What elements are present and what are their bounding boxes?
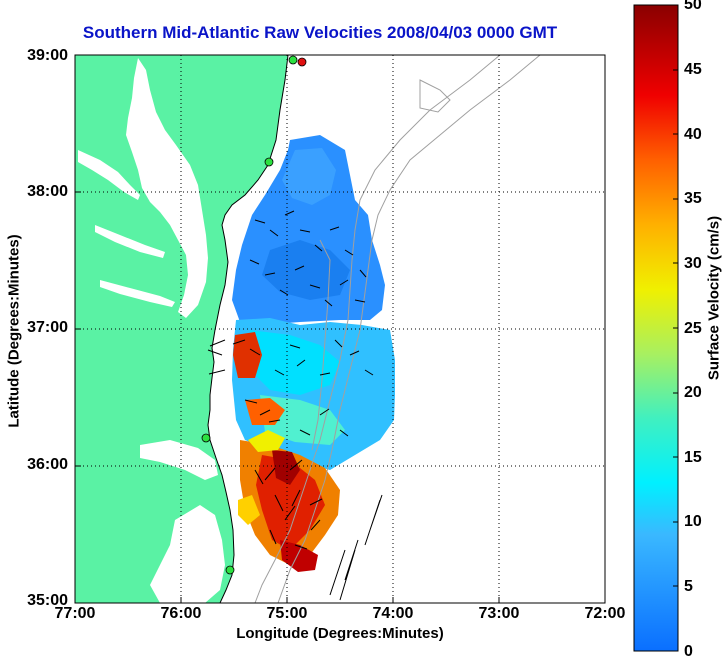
colorbar-ticks — [673, 69, 678, 587]
x-tick-label: 72:00 — [584, 605, 626, 622]
colorbar-tick-label: 45 — [684, 61, 702, 78]
y-tick-label: 36:00 — [27, 456, 68, 473]
chesapeake-bay — [126, 58, 208, 318]
colorbar-tick-label: 40 — [684, 126, 702, 143]
velocity-field — [232, 135, 395, 572]
y-tick-label: 38:00 — [27, 183, 68, 200]
axis-ticks — [75, 191, 500, 603]
bathymetry-contours — [254, 55, 541, 603]
x-tick-label: 73:00 — [478, 605, 520, 622]
x-axis-label: Longitude (Degrees:Minutes) — [236, 625, 444, 642]
colorbar-tick-label: 35 — [684, 190, 702, 207]
colorbar-tick-label: 0 — [684, 643, 693, 660]
albemarle-sound — [140, 440, 218, 480]
colorbar-tick-label: 20 — [684, 384, 702, 401]
colorbar-tick-label: 5 — [684, 578, 693, 595]
velocity-vectors — [207, 210, 383, 601]
colorbar-tick-label: 30 — [684, 255, 702, 272]
colorbar-tick-label: 25 — [684, 320, 702, 337]
colorbar-tick-label: 10 — [684, 513, 702, 530]
pamlico-sound — [150, 505, 225, 603]
potomac-river — [78, 150, 140, 200]
york-river — [100, 280, 175, 307]
y-tick-label: 39:00 — [27, 47, 68, 64]
graticule — [75, 55, 605, 603]
y-tick-label: 37:00 — [27, 319, 68, 336]
x-tick-label: 75:00 — [266, 605, 308, 622]
y-tick-label: 35:00 — [27, 592, 68, 609]
x-tick-label: 77:00 — [54, 605, 96, 622]
x-tick-label: 74:00 — [372, 605, 414, 622]
x-tick-label: 76:00 — [160, 605, 202, 622]
colorbar-tick-label: 15 — [684, 449, 702, 466]
colorbar — [633, 4, 679, 652]
map-title: Southern Mid-Atlantic Raw Velocities 200… — [82, 23, 558, 42]
station-markers — [201, 55, 307, 575]
colorbar-tick-label: 50 — [684, 0, 702, 13]
rappahannock-river — [95, 225, 165, 258]
coastline — [207, 55, 289, 603]
